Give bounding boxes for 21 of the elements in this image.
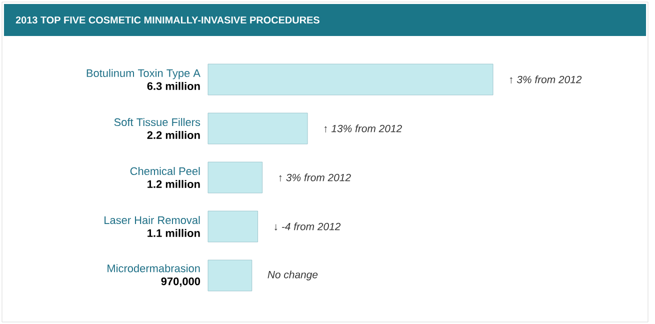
annotation: No change	[268, 270, 318, 280]
annotation: ↓ -4 from 2012	[274, 222, 341, 230]
data-label: 970,000	[161, 277, 200, 287]
bar	[208, 112, 308, 144]
bar	[208, 210, 258, 242]
data-label: 1.1 million	[148, 228, 200, 238]
bar	[208, 64, 494, 96]
y-tick-label: Laser Hair Removal	[104, 216, 200, 224]
y-tick-label: Soft Tissue Fillers	[114, 118, 200, 126]
y-tick-label: Chemical Peel	[130, 167, 200, 176]
bar	[208, 260, 252, 292]
annotation: ↑ 3% from 2012	[279, 174, 351, 182]
data-label: 2.2 million	[147, 130, 200, 140]
y-tick-label: Botulinum Toxin Type A	[86, 68, 200, 80]
annotation: ↑ 13% from 2012	[324, 124, 402, 132]
data-label: 1.2 million	[148, 180, 200, 188]
annotation: ↑ 3% from 2012	[510, 76, 582, 84]
y-tick-label: Microdermabrasion	[108, 264, 200, 272]
chart-title: 2013 TOP FIVE COSMETIC MINIMALLY-INVASIVE PROCEDURES	[16, 16, 320, 24]
bar	[208, 162, 262, 194]
data-label: 6.3 million	[147, 82, 200, 90]
